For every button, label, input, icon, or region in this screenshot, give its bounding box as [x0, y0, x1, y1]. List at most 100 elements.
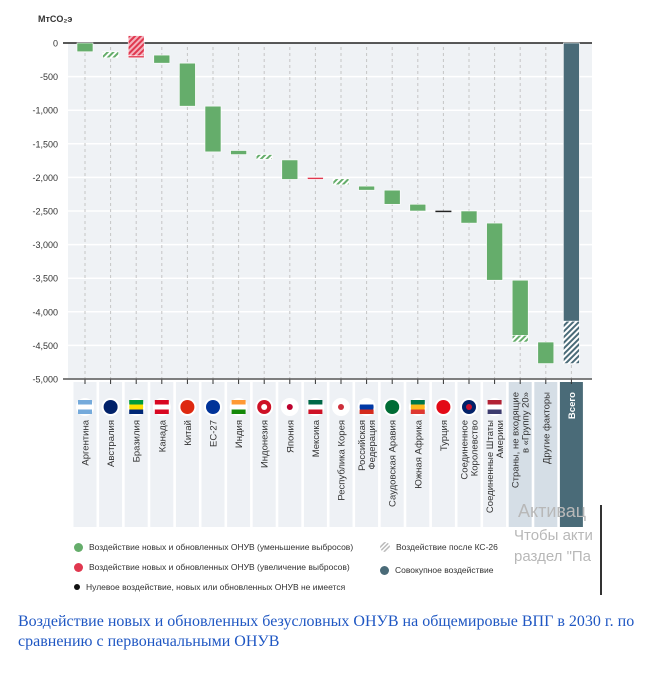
- y-tick-label: -2,500: [32, 207, 58, 217]
- bar-segment-increase: [307, 177, 324, 180]
- waterfall-chart: МтCO₂э 0 -500 -1,000 -1,500 -2,000 -2,500 -3,0…: [32, 14, 592, 527]
- category-label-background: [406, 382, 430, 527]
- flag-icon-eu: [206, 400, 220, 414]
- bar-segment-post-cop26-increase: [127, 35, 145, 57]
- category-label-background: [431, 382, 455, 527]
- flag-icon-china: [180, 400, 195, 414]
- flag-icon-canada-stripe: [154, 400, 169, 405]
- category-label-background: [252, 382, 276, 527]
- flag-icon-korea-emblem: [338, 404, 344, 410]
- flag-icon-brazil-stripe: [129, 400, 144, 405]
- y-tick-label: 0: [53, 39, 58, 49]
- flag-icon-japan-emblem: [286, 404, 293, 410]
- flag-icon-australia: [103, 400, 118, 414]
- bar-segment-decrease: [511, 279, 529, 336]
- bar-segment-zero: [435, 210, 452, 213]
- flag-icon-southafrica-stripe: [410, 409, 425, 414]
- y-tick-label: -3,500: [32, 274, 58, 284]
- bar-segment-decrease: [358, 185, 375, 191]
- legend-label: Воздействие после КС-26: [396, 542, 498, 552]
- category-label: Мексика: [311, 419, 322, 457]
- bar-segment-decrease: [460, 210, 478, 224]
- legend-label: Воздействие новых и обновленных ОНУВ (ум…: [89, 542, 354, 552]
- category-label-background: [150, 382, 174, 527]
- category-label: Всего: [567, 392, 578, 419]
- flag-icon-argentina-stripe: [78, 409, 92, 414]
- category-label: Саудовская Аравия: [388, 420, 399, 507]
- flag-icon-southafrica-stripe: [410, 400, 425, 405]
- bar-segment-increase: [127, 55, 145, 59]
- bar-segment-decrease: [281, 159, 299, 180]
- category-label: Индия: [234, 420, 245, 448]
- y-tick-label: -4,000: [32, 307, 58, 317]
- category-label-background: [201, 382, 225, 527]
- category-label: Япония: [285, 420, 296, 453]
- bar-segment-post-cop26-decrease: [102, 51, 119, 59]
- y-tick-label: -1,500: [32, 139, 58, 149]
- category-label-background: [227, 382, 251, 527]
- bar-segment-decrease: [537, 341, 555, 364]
- category-label: Республика Корея: [337, 420, 348, 501]
- bar-segment-decrease: [409, 203, 427, 212]
- figure-caption: Воздействие новых и обновленных безуслов…: [18, 613, 635, 650]
- category-label: Бразилия: [132, 420, 143, 462]
- legend-increase: Воздействие новых и обновленных ОНУВ (ув…: [74, 562, 350, 572]
- bar-segment-post-cop26-decrease: [255, 154, 273, 160]
- y-tick-label: -5,000: [32, 375, 58, 385]
- bar-segment-decrease: [76, 42, 94, 53]
- category-label: Турция: [439, 420, 450, 451]
- category-label: в «Группу 20»: [521, 392, 532, 453]
- legend-zero: Нулевое воздействие, новых или обновленн…: [74, 582, 345, 592]
- flag-icon-uk-emblem: [466, 404, 472, 410]
- flag-icon-india-stripe: [231, 409, 246, 414]
- flag-icon-brazil-stripe: [129, 409, 144, 414]
- legend-decrease: Воздействие новых и обновленных ОНУВ (ум…: [74, 542, 353, 552]
- bar-segment-decrease: [383, 189, 401, 205]
- category-label-background: [175, 382, 199, 527]
- category-label: Америки: [495, 420, 506, 458]
- flag-icon-mexico-stripe: [308, 409, 323, 414]
- bar-segment-decrease: [153, 54, 171, 64]
- category-label: Австралия: [106, 420, 117, 467]
- legend-swatch-hatch: [380, 542, 390, 552]
- legend-swatch-zero: [74, 584, 80, 590]
- y-axis-label: МтCO₂э: [38, 14, 72, 24]
- bar-segment-total: [563, 42, 580, 322]
- category-label: Соединенные Штаты: [485, 420, 496, 513]
- category-label-background: [559, 382, 583, 527]
- category-label-background: [303, 382, 327, 527]
- legend-label: Нулевое воздействие, новых или обновленн…: [86, 582, 346, 592]
- legend-swatch-increase: [74, 562, 83, 572]
- y-tick-label: -3,000: [32, 240, 58, 250]
- category-label: Южная Африка: [413, 419, 424, 488]
- flag-icon-canada-stripe: [154, 409, 169, 414]
- bar-segment-decrease: [179, 62, 196, 107]
- category-label-background: [457, 382, 481, 527]
- flag-icon-indonesia-emblem: [261, 404, 268, 410]
- legend-total: Совокупное воздействие: [380, 565, 494, 575]
- flag-icon-saudi: [385, 400, 400, 414]
- category-label: Страны, не входящие: [511, 392, 522, 488]
- bar-segment-decrease: [204, 105, 222, 153]
- category-label: Индонезия: [260, 420, 271, 468]
- category-label: Соединенное: [460, 420, 471, 480]
- category-label: Другие факторы: [541, 392, 552, 464]
- legend-swatch-decrease: [74, 542, 83, 552]
- flag-icon-russia-stripe: [359, 400, 374, 405]
- bar-segment-post-cop26-decrease: [511, 335, 529, 343]
- bar-segment-post-cop26-total: [563, 320, 580, 364]
- y-tick-label: -4,500: [32, 341, 58, 351]
- category-label-background: [329, 382, 353, 527]
- watermark-line2: Чтобы акти: [514, 527, 593, 544]
- flag-icon-india-stripe: [231, 400, 246, 405]
- bar-segment-decrease: [486, 222, 503, 281]
- category-label: ЕС-27: [209, 420, 220, 447]
- category-label: Королевство: [470, 420, 481, 476]
- category-label-background: [124, 382, 148, 527]
- category-label: Российская: [357, 420, 368, 471]
- category-label: Китай: [183, 420, 194, 446]
- flag-icon-mexico-stripe: [308, 400, 323, 405]
- category-label-background: [380, 382, 404, 527]
- watermark-line1: Активац: [518, 501, 587, 521]
- flag-icon-russia-stripe: [359, 409, 374, 414]
